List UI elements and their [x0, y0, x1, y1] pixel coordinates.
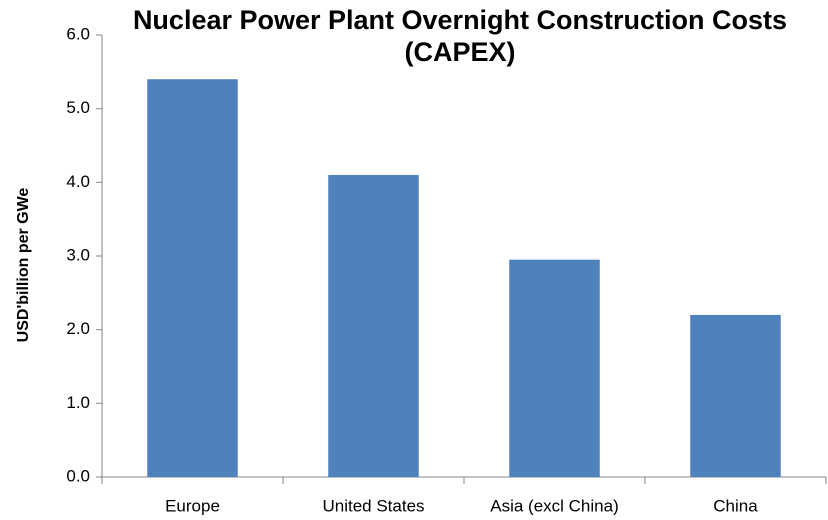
y-tick-label: 6.0	[66, 24, 90, 43]
y-tick-label: 5.0	[66, 98, 90, 117]
y-tick-label: 3.0	[66, 245, 90, 264]
chart-title: Nuclear Power Plant Overnight Constructi…	[132, 5, 788, 67]
bar	[328, 174, 419, 477]
y-tick-label: 4.0	[66, 172, 90, 191]
bar	[147, 79, 238, 477]
bar	[509, 259, 600, 477]
x-tick-label: China	[713, 496, 758, 515]
x-tick-label: Europe	[165, 496, 220, 515]
y-tick-label: 0.0	[66, 466, 90, 485]
x-tick-label: Asia (excl China)	[490, 496, 619, 515]
x-tick-label: United States	[322, 496, 424, 515]
bar	[690, 314, 781, 477]
y-tick-label: 2.0	[66, 319, 90, 338]
y-tick-label: 1.0	[66, 393, 90, 412]
y-axis-label: USD'billion per GWe	[15, 188, 32, 343]
